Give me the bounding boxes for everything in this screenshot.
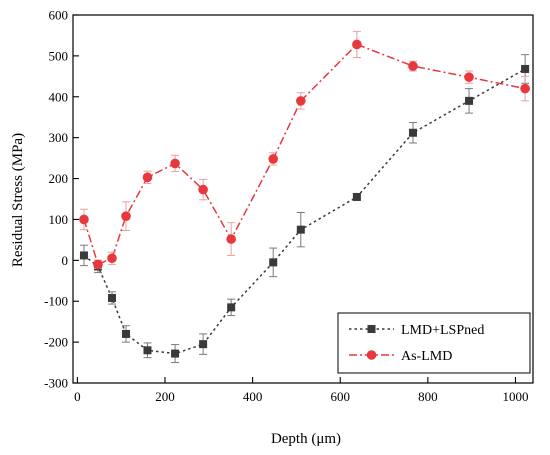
data-point: [142, 172, 153, 183]
data-point: [198, 184, 208, 195]
y-tick-label: 0: [62, 253, 69, 268]
series-lmd-lspned: [79, 54, 530, 364]
legend-box: [337, 312, 531, 374]
ticks: 0 200 400 600 800 1000 -300 -200 -100 0 100 200 300 4…: [44, 8, 528, 405]
y-tick-label: 300: [49, 130, 69, 145]
x-tick-label: 0: [74, 389, 81, 404]
y-tick-label: -300: [44, 376, 68, 391]
data-point: [121, 211, 131, 221]
data-point: [268, 154, 279, 164]
data-point: [93, 259, 103, 270]
plot-frame: [72, 14, 534, 384]
data-point: [199, 340, 208, 349]
series-layer: [79, 30, 530, 364]
legend-label: LMD+LSPned: [401, 323, 484, 338]
x-tick-label: 600: [330, 389, 350, 404]
data-point: [79, 251, 88, 260]
x-tick-label: 200: [155, 389, 175, 404]
y-tick-label: 200: [49, 171, 69, 186]
data-point: [227, 303, 236, 312]
data-point: [170, 158, 180, 169]
x-tick-label: 800: [418, 389, 438, 404]
y-tick-label: -100: [44, 294, 68, 309]
legend-label: As-LMD: [401, 349, 452, 364]
y-tick-label: 500: [49, 48, 69, 63]
data-point: [107, 293, 116, 302]
series-as-lmd: [79, 30, 530, 270]
y-tick-label: 600: [49, 8, 69, 23]
series-line: [83, 43, 526, 266]
data-point: [269, 258, 278, 267]
data-point: [107, 253, 117, 264]
x-tick-label: 400: [243, 389, 263, 404]
data-point: [465, 96, 474, 105]
data-point: [352, 39, 362, 50]
legend-marker: [367, 325, 376, 333]
axes: [72, 14, 534, 384]
data-point: [408, 128, 417, 137]
y-axis-label: Residual Stress (MPa): [10, 133, 26, 267]
y-tick-label: 400: [49, 89, 69, 104]
legend-item-as-lmd: As-LMD: [349, 349, 452, 364]
data-point: [521, 64, 530, 73]
x-tick-label: 1000: [502, 389, 528, 404]
data-point: [520, 83, 530, 94]
series-line: [83, 68, 526, 355]
data-point: [352, 192, 361, 201]
legend-marker: [366, 350, 377, 360]
legend: LMD+LSPned As-LMD: [337, 312, 531, 374]
data-point: [296, 96, 306, 106]
data-point: [122, 329, 131, 338]
data-point: [171, 349, 180, 358]
data-point: [296, 225, 305, 234]
data-point: [226, 234, 236, 244]
y-tick-label: -200: [44, 335, 68, 350]
data-point: [79, 214, 89, 225]
data-point: [464, 72, 474, 82]
legend-item-lmd-lspned: LMD+LSPned: [349, 323, 484, 338]
data-point: [408, 61, 418, 71]
y-tick-label: 100: [49, 212, 69, 227]
x-axis-label: Depth (μm): [271, 431, 341, 447]
data-point: [143, 346, 152, 355]
